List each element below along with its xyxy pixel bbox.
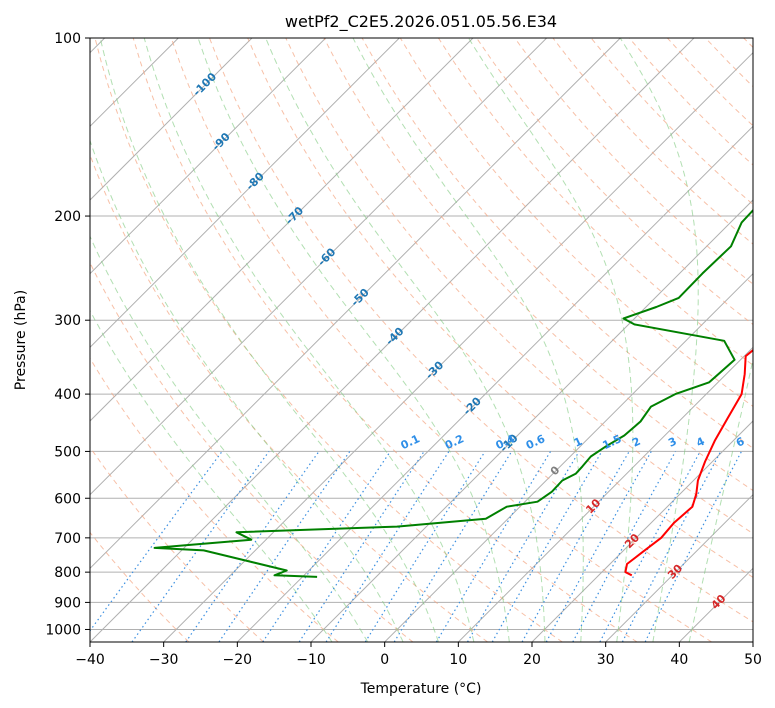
mixing-ratio-line: [325, 451, 450, 642]
mixing-ratio-line: [545, 451, 652, 642]
moist-adiabat-line: [352, 38, 584, 642]
x-tick-label: 20: [523, 652, 541, 668]
mixing-ratio-line: [218, 451, 351, 642]
mixing-ratio-line: [262, 451, 391, 642]
isotherm-line: [605, 493, 753, 642]
isotherm-line: [90, 38, 474, 422]
isotherm-line: [90, 38, 253, 201]
isotherm-line: [90, 38, 695, 642]
mixing-ratio-line: [185, 451, 320, 642]
isotherm-line: [457, 346, 753, 642]
plot-frame: [89, 37, 754, 643]
mixing-ratio-line: [364, 451, 486, 642]
x-tick-label: 0: [380, 652, 389, 668]
x-axis-label: Temperature (°C): [360, 681, 482, 697]
moist-adiabat-line: [90, 139, 404, 642]
y-tick-label: 700: [54, 531, 81, 547]
mixing-ratio-line: [466, 451, 580, 642]
dry-adiabat-line: [90, 153, 488, 642]
isotherm-line: [163, 51, 753, 642]
x-tick-label: 10: [449, 652, 467, 668]
dry-adiabat-line: [90, 446, 264, 642]
y-tick-label: 400: [54, 387, 81, 403]
x-tick-label: −40: [75, 652, 105, 668]
dry-adiabat-line: [285, 38, 753, 535]
isotherm-line: [90, 38, 621, 570]
mixing-ratio-line: [435, 451, 552, 642]
x-tick-label: −10: [296, 652, 326, 668]
x-axis: −40 −30 −20 −10 0 10 20 30 40 50: [75, 642, 762, 668]
y-tick-label: 200: [54, 209, 81, 225]
moist-adiabat-line: [197, 38, 510, 642]
dry-adiabat-line: [132, 38, 638, 642]
plot-area: -100-90-80-70-60-50-40-30-20-10010203040…: [90, 38, 753, 642]
background-lines: [90, 38, 753, 642]
moist-adiabat-line: [143, 38, 475, 642]
moist-adiabat-line: [265, 38, 546, 642]
moist-adiabat-line: [619, 38, 699, 642]
dry-adiabat-line: [209, 38, 753, 623]
y-tick-label: 1000: [45, 622, 81, 638]
moist-adiabat-line: [90, 309, 333, 642]
x-tick-label: −30: [149, 652, 179, 668]
dry-adiabat-line: [247, 38, 753, 578]
sounding-lines: [153, 208, 753, 578]
moist-adiabat-line: [99, 38, 439, 642]
isotherm-line: [384, 272, 753, 642]
mixing-ratio-line: [298, 451, 425, 642]
x-tick-label: 50: [744, 652, 762, 668]
mixing-ratio-line: [393, 451, 513, 642]
y-tick-label: 900: [54, 595, 81, 611]
y-tick-label: 100: [54, 31, 81, 47]
isotherm-line: [90, 38, 327, 275]
mixing-ratio-line: [644, 451, 743, 642]
isotherm-line: [90, 38, 400, 349]
dry-adiabat-line: [170, 38, 712, 642]
dry-adiabat-line: [90, 531, 190, 642]
mixing-ratio-line: [572, 451, 677, 642]
y-axis: 100 200 300 400 500 600 700 800 900 1000: [45, 31, 90, 638]
isotherm-line: [90, 38, 548, 496]
isotherm-line: [236, 125, 753, 642]
moist-adiabat-line: [90, 235, 369, 642]
moist-adiabat-line: [688, 356, 753, 642]
chart-title: wetPf2_C2E5.2026.051.05.56.E34: [285, 12, 557, 32]
dewpoint-line: [153, 208, 753, 578]
x-tick-label: 30: [597, 652, 615, 668]
dry-adiabat-line: [90, 261, 414, 642]
y-tick-label: 500: [54, 444, 81, 460]
y-axis-label: Pressure (hPa): [13, 290, 29, 390]
y-tick-label: 800: [54, 565, 81, 581]
x-tick-label: −20: [223, 652, 253, 668]
isotherm-line: [531, 420, 753, 642]
temperature-line: [624, 348, 753, 577]
mixing-ratio-line: [131, 451, 270, 642]
y-tick-label: 300: [54, 313, 81, 329]
y-tick-label: 600: [54, 491, 81, 507]
dry-adiabat-line: [399, 38, 753, 408]
x-tick-label: 40: [670, 652, 688, 668]
dry-adiabat-line: [94, 38, 563, 642]
dry-adiabat-line: [514, 38, 753, 285]
